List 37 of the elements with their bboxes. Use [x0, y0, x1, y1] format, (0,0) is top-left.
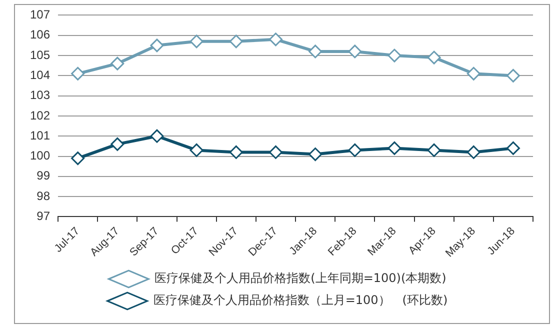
point	[506, 68, 520, 82]
point	[506, 141, 520, 155]
point	[388, 48, 402, 62]
point	[71, 66, 85, 80]
point	[427, 143, 441, 157]
point	[150, 38, 164, 52]
point	[229, 34, 243, 48]
point	[71, 152, 85, 166]
point	[268, 145, 282, 159]
point	[110, 137, 124, 151]
y-tick-label: 99	[36, 168, 50, 183]
point	[308, 44, 322, 58]
y-tick-label: 106	[30, 28, 50, 42]
y-tick-label: 102	[30, 108, 50, 122]
point	[388, 141, 402, 155]
point	[348, 44, 362, 58]
point	[308, 148, 322, 162]
y-tick-label: 100	[30, 148, 50, 163]
y-tick-label: 104	[30, 68, 50, 82]
point	[466, 145, 480, 159]
point	[110, 56, 124, 70]
point	[427, 50, 441, 64]
y-tick-label: 101	[30, 128, 50, 142]
y-tick-label: 103	[30, 88, 50, 102]
point	[348, 143, 362, 157]
point	[190, 34, 204, 48]
y-tick-label: 107	[30, 8, 50, 22]
y-tick-label: 98	[36, 188, 50, 203]
point	[150, 129, 164, 143]
point	[466, 66, 480, 80]
legend-label: 医疗保健及个人用品价格指数(上年同期=100)(本期数)	[154, 271, 446, 286]
point	[268, 32, 282, 46]
y-tick-label: 97	[36, 209, 50, 224]
y-tick-label: 105	[30, 48, 50, 62]
legend-label: 医疗保健及个人用品价格指数（上月=100） (环比数)	[153, 293, 448, 308]
point	[229, 145, 243, 159]
point	[190, 143, 204, 157]
